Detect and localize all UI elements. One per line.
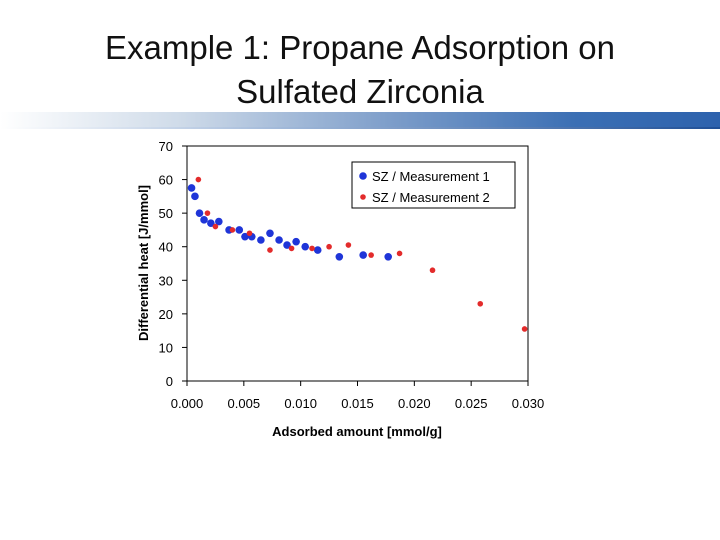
y-axis: 0 10 20 30 40 50 60 70 — [159, 139, 187, 389]
x-tick-label: 0.000 — [171, 396, 204, 411]
x-axis-label: Adsorbed amount [mmol/g] — [272, 424, 442, 439]
legend-marker-1 — [359, 172, 367, 180]
x-tick-label: 0.030 — [512, 396, 545, 411]
series-1-point — [359, 251, 367, 259]
series-2-point — [429, 267, 436, 274]
x-tick-label: 0.010 — [284, 396, 317, 411]
legend-label-2: SZ / Measurement 2 — [372, 190, 490, 205]
x-axis: 0.000 0.005 0.010 0.015 0.020 0.025 0.030 — [171, 381, 545, 411]
series-1-point — [313, 246, 322, 254]
series-2-point — [326, 243, 332, 250]
x-tick-label: 0.015 — [341, 396, 374, 411]
slide-title-line-2: Sulfated Zirconia — [236, 73, 484, 110]
series-1-point — [207, 219, 215, 228]
legend: SZ / Measurement 1 SZ / Measurement 2 — [351, 161, 516, 209]
legend-marker-2 — [360, 194, 366, 200]
legend-box — [351, 161, 516, 209]
series-1-point — [292, 237, 300, 246]
series-2-point — [246, 230, 253, 237]
slide-title-line-1: Example 1: Propane Adsorption on — [104, 29, 615, 66]
y-tick-label: 40 — [159, 240, 173, 255]
series-1-point — [200, 216, 208, 224]
y-tick-label: 70 — [159, 139, 173, 154]
y-tick-label: 0 — [166, 374, 173, 389]
y-tick-label: 30 — [159, 273, 173, 288]
series-1-point — [384, 252, 392, 261]
y-tick-label: 60 — [159, 173, 173, 188]
title-gradient-bar — [0, 112, 720, 128]
series-1-point — [283, 241, 291, 249]
title-underline — [0, 127, 720, 129]
series-1-point — [215, 217, 223, 226]
series-2-point — [267, 247, 273, 253]
series-2-point — [204, 210, 211, 216]
data-points — [187, 176, 528, 332]
y-tick-label: 50 — [159, 206, 173, 221]
x-tick-label: 0.020 — [398, 396, 431, 411]
series-2-point — [195, 176, 202, 183]
series-2-point — [288, 245, 295, 252]
series-1-point — [195, 209, 204, 217]
series-1-point — [187, 184, 196, 192]
series-1-point — [257, 236, 265, 244]
series-1-point — [301, 242, 310, 251]
series-1-point — [191, 192, 199, 201]
series-1-point — [241, 232, 249, 241]
series-2-point — [477, 300, 484, 307]
slide-title: Example 1: Propane Adsorption on Sulfate… — [0, 26, 720, 114]
x-tick-label: 0.025 — [455, 396, 488, 411]
series-2-point — [229, 227, 236, 233]
series-2-point — [521, 326, 528, 332]
series-2-point — [309, 245, 315, 252]
y-axis-label: Differential heat [J/mmol] — [136, 185, 151, 341]
series-1-point — [335, 252, 344, 261]
series-1-point — [275, 236, 283, 244]
x-tick-label: 0.005 — [228, 396, 261, 411]
legend-label-1: SZ / Measurement 1 — [372, 169, 490, 184]
series-2-point — [396, 250, 403, 257]
y-tick-label: 20 — [159, 307, 173, 322]
series-1-point — [266, 229, 274, 238]
series-1-point — [235, 226, 244, 234]
series-2-point — [368, 252, 374, 258]
series-2-point — [212, 223, 219, 230]
series-2-point — [345, 242, 352, 248]
y-tick-label: 10 — [159, 340, 173, 355]
